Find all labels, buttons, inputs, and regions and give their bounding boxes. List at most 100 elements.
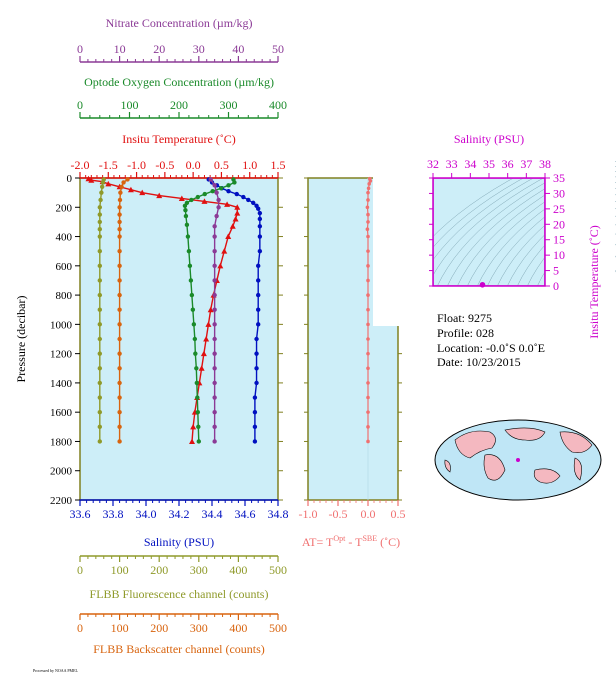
date-text: Date: 10/23/2015 (437, 355, 521, 369)
delta-tick-label: 0.0 (361, 507, 376, 521)
backscatter-point (117, 234, 122, 239)
footer-credit-text: Processed by NOAA PMEL (33, 668, 79, 673)
delta-axis-title-part: (˚C) (377, 535, 400, 549)
delta-point (366, 264, 370, 268)
delta-point (366, 220, 370, 224)
ts-x-tick-label: 38 (539, 157, 551, 171)
salinity-point (226, 188, 231, 194)
nitrate-point (212, 336, 217, 342)
world-map-landmass (573, 457, 582, 481)
pressure-tick-label: 600 (56, 261, 73, 273)
fluorescence-point (97, 322, 103, 327)
oxygen-point (189, 197, 194, 203)
world-map-landmass (533, 468, 561, 484)
delta-point (365, 205, 370, 210)
nitrate-point (216, 197, 221, 203)
salinity-point (251, 200, 256, 206)
fluorescence-tick-label: 300 (190, 563, 208, 577)
delta-point (366, 278, 370, 283)
ts-y-tick-label: 20 (553, 217, 565, 231)
fluorescence-point (100, 180, 106, 185)
salinity-point (256, 322, 261, 327)
nitrate-point (212, 234, 217, 239)
delta-axis-title: AT= TOpt - TSBE (˚C) (302, 534, 400, 549)
nitrate-point (212, 224, 217, 229)
delta-point (366, 395, 370, 400)
delta-point (366, 322, 370, 327)
world-map-float-marker (516, 458, 520, 462)
salinity-tick-label: 34.4 (202, 507, 223, 521)
backscatter-tick-label: 300 (190, 621, 208, 635)
backscatter-point (125, 177, 130, 182)
salinity-point (252, 439, 258, 444)
profile-number-text: Profile: 028 (437, 326, 494, 340)
oxygen-tick-label: 100 (121, 98, 139, 112)
world-map-landmass (444, 459, 451, 473)
delta-tick-label: -0.5 (329, 507, 348, 521)
ts-y-axis-title: Insitu Temperature (˚C) (587, 225, 601, 339)
delta-point (366, 439, 370, 444)
delta-point (368, 179, 373, 183)
fluorescence-tick-label: 100 (111, 563, 129, 577)
oxygen-point (186, 248, 192, 254)
float-id-text: Float: 9275 (437, 311, 492, 325)
ts-x-tick-label: 33 (446, 157, 458, 171)
oxygen-point (232, 180, 237, 185)
delta-point (366, 366, 370, 371)
backscatter-tick-label: 500 (269, 621, 287, 635)
backscatter-point (117, 439, 122, 444)
delta-point (366, 410, 370, 414)
salinity-point (252, 395, 258, 400)
oxygen-tick-label: 300 (220, 98, 238, 112)
fluorescence-point (99, 184, 105, 189)
backscatter-point (117, 336, 122, 342)
oxygen-point (196, 439, 201, 444)
backscatter-point (117, 351, 122, 356)
backscatter-point (117, 395, 122, 400)
fluorescence-point (97, 205, 103, 210)
delta-tick-label: -1.0 (299, 507, 318, 521)
oxygen-point (183, 208, 188, 213)
fluorescence-point (97, 380, 103, 386)
oxygen-point (196, 424, 201, 430)
temperature-tick-label: 0.0 (186, 158, 201, 172)
delta-point (366, 249, 370, 253)
ts-x-tick-label: 35 (483, 157, 495, 171)
ts-point (479, 281, 486, 288)
ts-y-tick-label: 15 (553, 233, 565, 247)
delta-point (366, 212, 370, 217)
backscatter-point (117, 227, 122, 232)
nitrate-point (212, 409, 217, 415)
backscatter-point (117, 248, 122, 254)
temperature-point (198, 365, 205, 371)
temperature-point (203, 336, 210, 342)
pressure-axis-label: Pressure (decibar) (14, 296, 28, 383)
temperature-point (127, 186, 134, 193)
salinity-tick-label: 34.0 (136, 507, 157, 521)
world-map-landmass (483, 454, 506, 481)
temperature-point (221, 248, 228, 254)
salinity-point (256, 206, 261, 211)
oxygen-point (202, 191, 207, 197)
backscatter-point (117, 322, 122, 327)
backscatter-tick-label: 400 (229, 621, 247, 635)
nitrate-tick-label: 0 (77, 42, 83, 56)
oxygen-point (195, 409, 201, 415)
backscatter-point (117, 219, 122, 225)
pressure-tick-label: 800 (56, 290, 73, 302)
world-map-landmass (454, 430, 496, 459)
temperature-point (224, 201, 231, 207)
delta-axis-title-part: AT= T (302, 535, 334, 549)
nitrate-axis-title: Nitrate Concentration (µm/kg) (106, 16, 253, 30)
salinity-point (257, 234, 263, 239)
oxygen-point (195, 395, 200, 400)
temperature-tick-label: -1.5 (99, 158, 118, 172)
salinity-point (234, 191, 239, 197)
nitrate-tick-label: 30 (193, 42, 205, 56)
ts-x-tick-label: 37 (520, 157, 532, 171)
temperature-tick-label: -0.5 (155, 158, 174, 172)
location-text: Location: -0.0˚S 0.0˚E (437, 341, 545, 355)
temperature-point (156, 192, 163, 199)
temperature-axis-title: Insitu Temperature (˚C) (122, 132, 236, 146)
nitrate-tick-label: 40 (232, 42, 244, 56)
